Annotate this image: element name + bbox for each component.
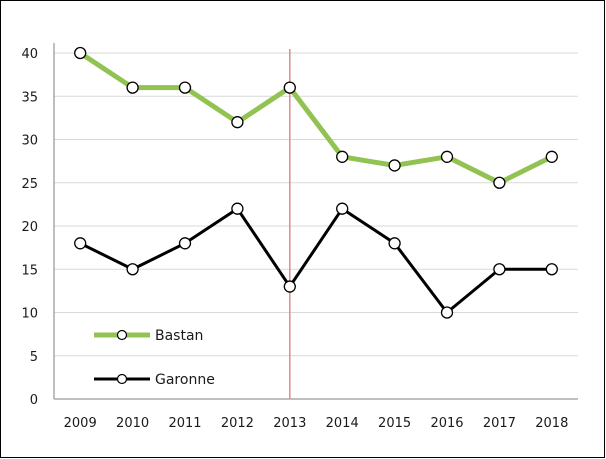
series-line-bastan — [78, 50, 553, 186]
x-tick-label: 2016 — [430, 416, 463, 431]
data-point-bastan — [388, 159, 401, 172]
y-tick-label: 30 — [21, 134, 38, 149]
data-point-bastan — [231, 116, 244, 129]
legend: Bastan Garonne — [94, 328, 215, 388]
legend-marker-bastan — [116, 329, 128, 341]
y-tick-label: 15 — [21, 263, 38, 278]
data-point-garonne — [493, 263, 506, 276]
data-point-bastan — [336, 150, 349, 163]
data-point-garonne — [231, 202, 244, 215]
y-tick-label: 10 — [21, 307, 38, 322]
x-tick-label: 2009 — [64, 416, 97, 431]
x-tick-label: 2012 — [221, 416, 254, 431]
legend-label-garonne: Garonne — [155, 372, 215, 388]
data-point-garonne — [388, 237, 401, 250]
x-tick-label: 2018 — [535, 416, 568, 431]
x-tick-label: 2015 — [378, 416, 411, 431]
data-point-bastan — [440, 150, 454, 163]
legend-marker-garonne — [116, 373, 128, 385]
y-tick-label: 25 — [21, 177, 38, 192]
data-point-garonne — [336, 202, 349, 215]
data-point-bastan — [545, 150, 558, 163]
legend-label-bastan: Bastan — [155, 328, 203, 344]
data-point-bastan — [493, 176, 506, 189]
x-tick-label: 2017 — [483, 416, 516, 431]
data-point-bastan — [126, 81, 139, 94]
y-tick-label: 35 — [21, 90, 38, 105]
data-point-garonne — [440, 306, 454, 319]
x-tick-label: 2013 — [273, 416, 306, 431]
axis-layer: 0 5 10 15 20 25 30 35 40 2009 2010 2011 2012 2013 2014… — [21, 43, 578, 431]
y-tick-label: 5 — [30, 350, 38, 365]
grid-layer — [54, 52, 578, 357]
data-point-bastan — [74, 46, 87, 60]
data-point-garonne — [126, 263, 139, 276]
y-tick-label: 40 — [21, 47, 38, 62]
x-tick-label: 2014 — [326, 416, 359, 431]
data-point-garonne — [178, 237, 192, 250]
x-tick-label: 2010 — [116, 416, 149, 431]
data-point-bastan — [283, 81, 296, 94]
series-layer — [74, 46, 558, 319]
y-tick-label: 0 — [30, 393, 38, 408]
data-point-garonne — [283, 280, 296, 293]
data-point-garonne — [74, 237, 87, 250]
series-line-garonne — [79, 207, 552, 314]
x-tick-label: 2011 — [168, 416, 201, 431]
data-point-bastan — [178, 81, 192, 94]
y-tick-label: 20 — [21, 220, 38, 235]
data-point-garonne — [545, 263, 558, 276]
